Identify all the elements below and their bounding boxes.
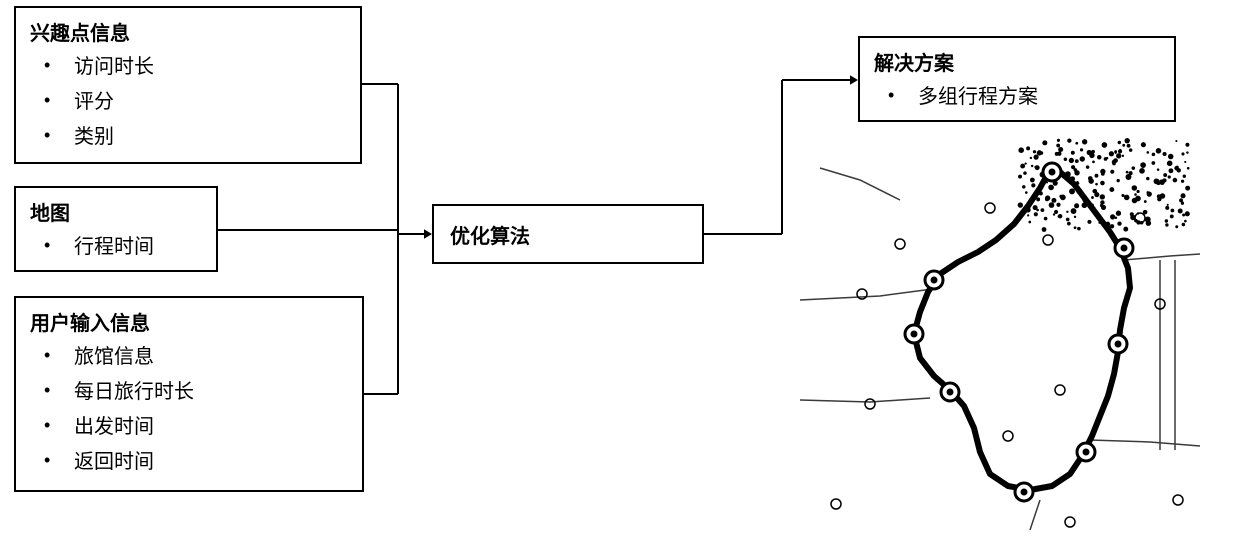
solution-box: 解决方案 多组行程方案: [858, 36, 1176, 122]
list-item: 返回时间: [38, 445, 348, 480]
poi-info-list: 访问时长 评分 类别: [30, 50, 346, 155]
map-box: 地图 行程时间: [14, 186, 218, 272]
list-item: 多组行程方案: [882, 80, 1160, 115]
solution-title: 解决方案: [874, 48, 1160, 80]
user-input-title: 用户输入信息: [30, 308, 348, 340]
list-item: 行程时间: [38, 230, 202, 265]
poi-info-box: 兴趣点信息 访问时长 评分 类别: [14, 6, 362, 164]
list-item: 每日旅行时长: [38, 375, 348, 410]
algorithm-box: 优化算法: [432, 204, 704, 264]
list-item: 类别: [38, 120, 346, 155]
list-item: 旅馆信息: [38, 340, 348, 375]
list-item: 评分: [38, 85, 346, 120]
list-item: 访问时长: [38, 50, 346, 85]
user-input-list: 旅馆信息 每日旅行时长 出发时间 返回时间: [30, 340, 348, 480]
list-item: 出发时间: [38, 410, 348, 445]
route-map-svg: [800, 132, 1204, 540]
user-input-box: 用户输入信息 旅馆信息 每日旅行时长 出发时间 返回时间: [14, 296, 364, 492]
solution-list: 多组行程方案: [874, 80, 1160, 115]
poi-info-title: 兴趣点信息: [30, 18, 346, 50]
map-box-list: 行程时间: [30, 230, 202, 265]
map-box-title: 地图: [30, 198, 202, 230]
route-map-illustration: [800, 132, 1204, 540]
algorithm-label: 优化算法: [450, 220, 530, 249]
